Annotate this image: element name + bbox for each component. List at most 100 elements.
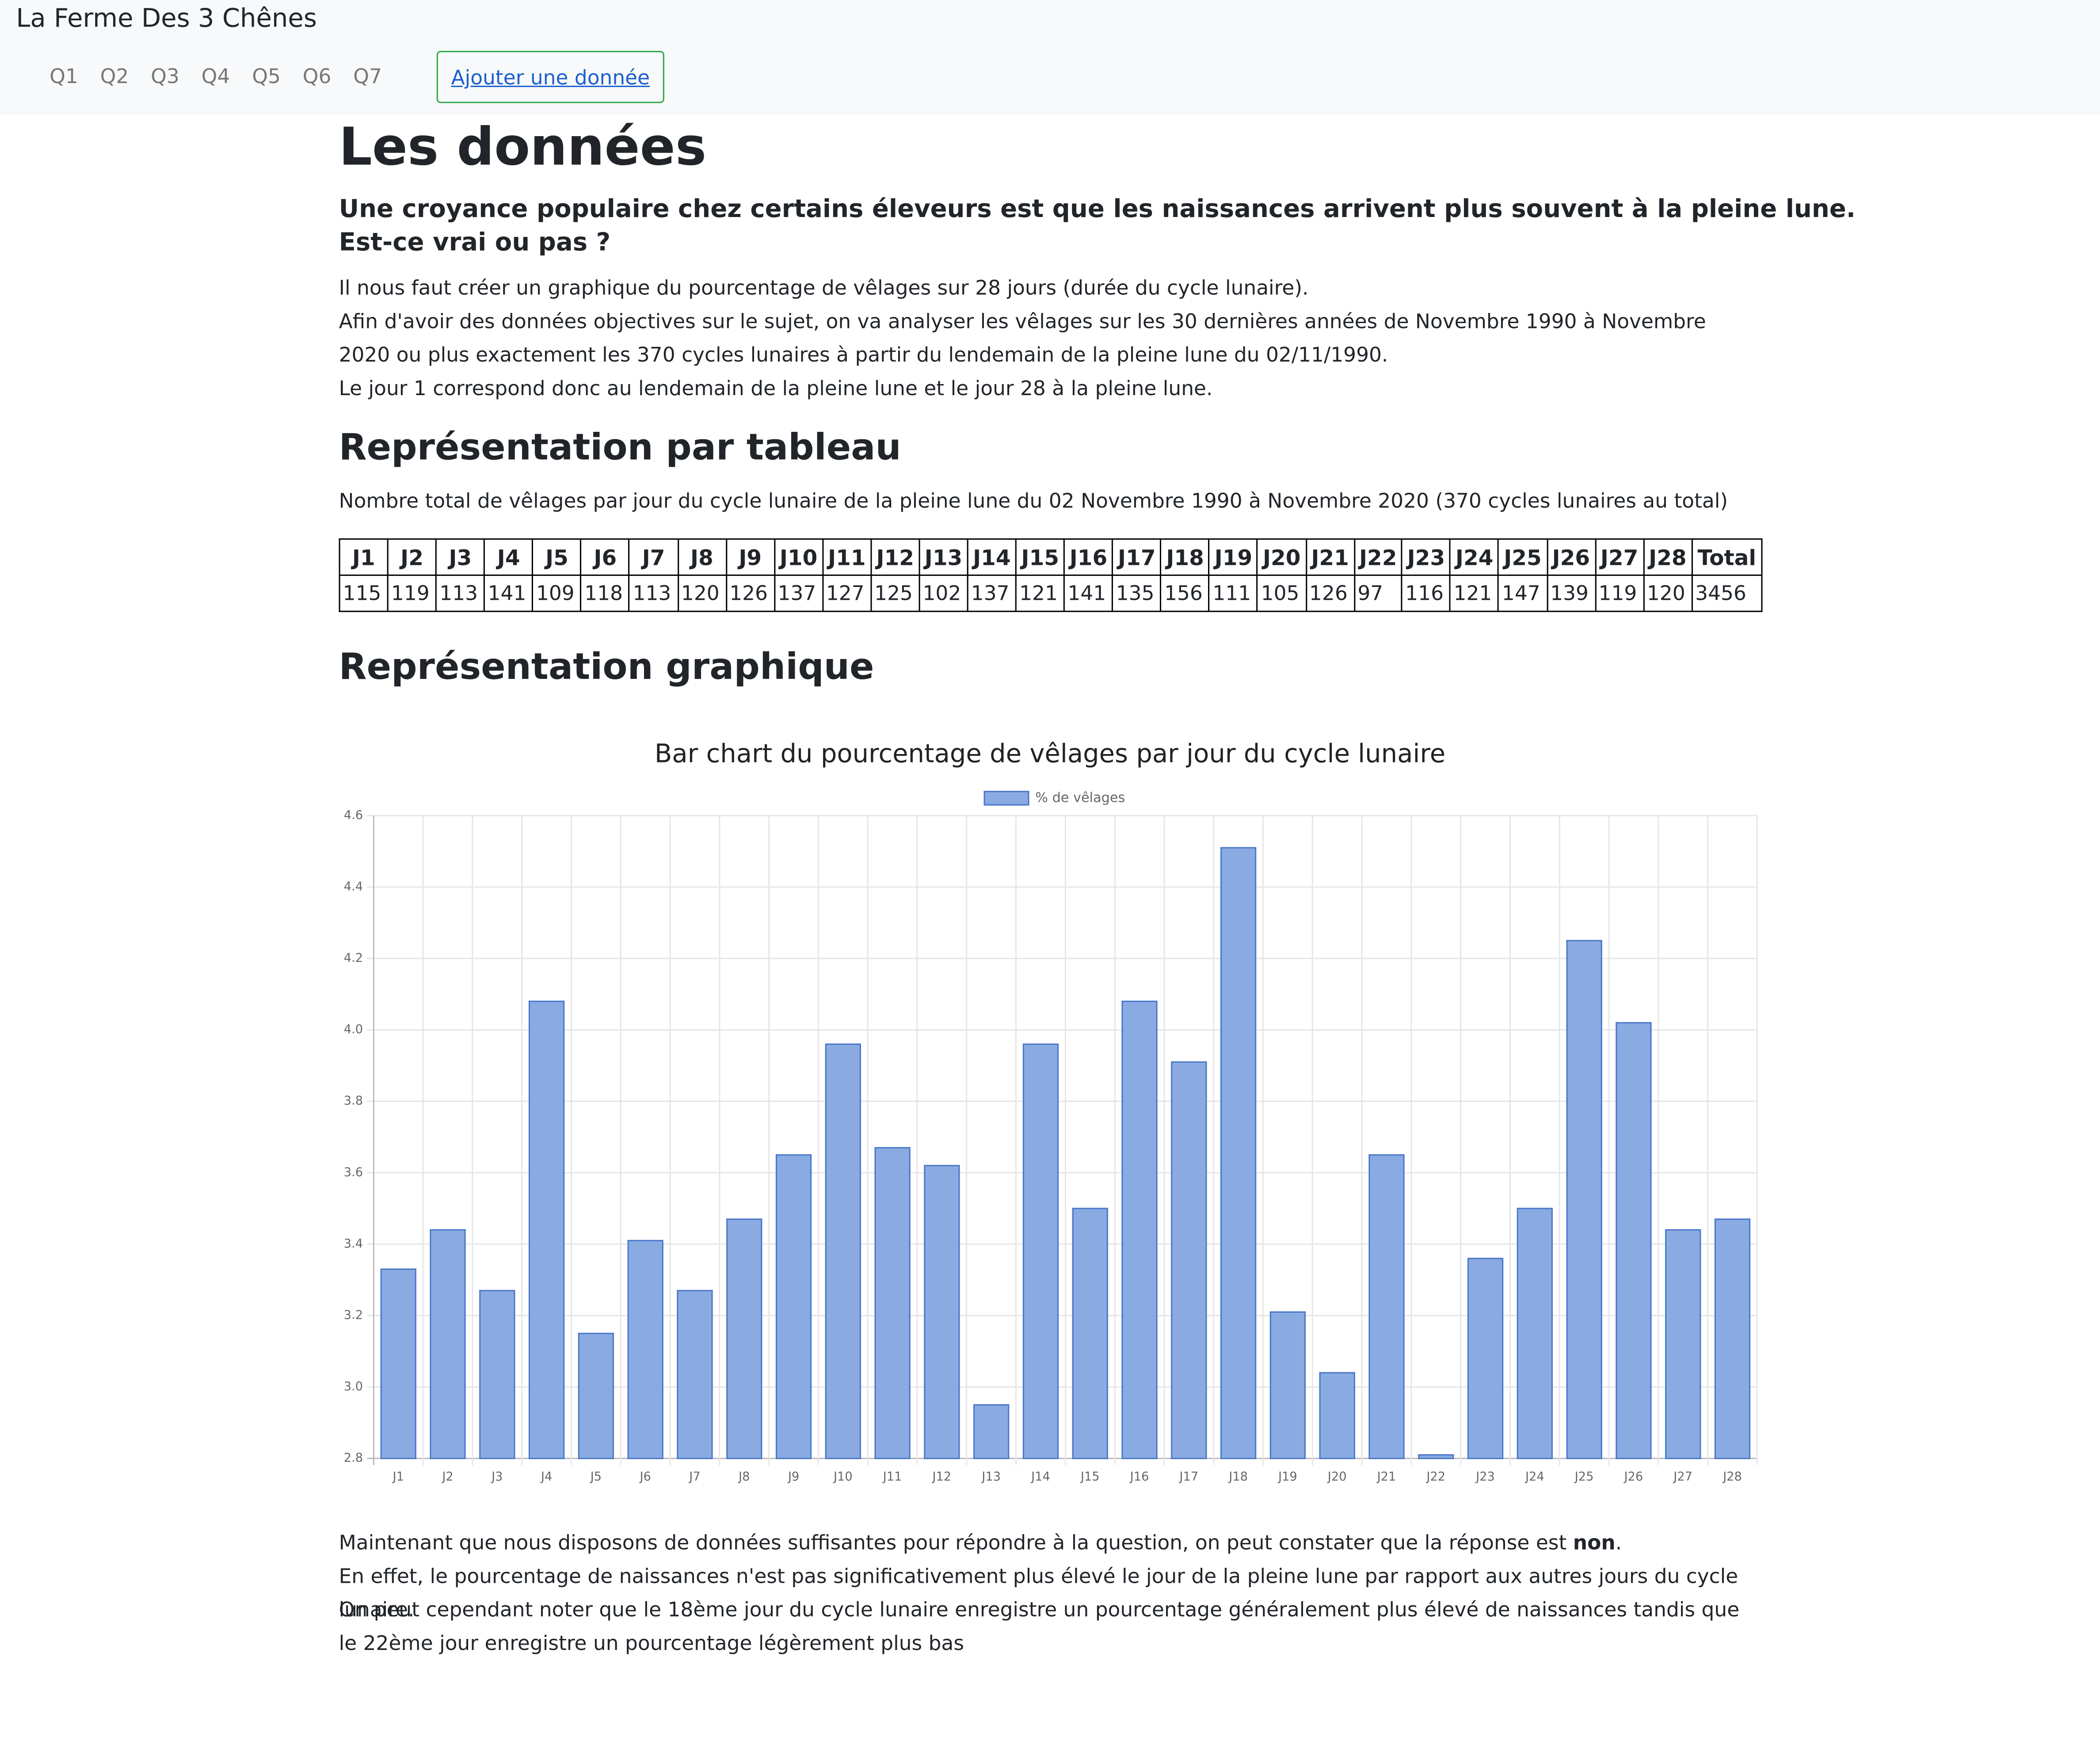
table-cell: 102 [919, 574, 968, 612]
y-tick-label: 4.2 [344, 951, 363, 965]
x-tick-label: J16 [1129, 1470, 1149, 1484]
bar [1121, 1000, 1158, 1459]
nav-link[interactable]: Q6 [302, 64, 332, 88]
paragraph: Maintenant que nous disposons de données… [339, 1527, 1761, 1560]
table-header-cell: J8 [677, 538, 727, 576]
table-cell: 126 [725, 574, 775, 612]
table-cell: 137 [967, 574, 1017, 612]
table-header-cell: J13 [919, 538, 968, 576]
x-tick-label: J14 [1030, 1470, 1050, 1484]
bar [677, 1290, 713, 1459]
x-tick-label: J9 [787, 1470, 799, 1484]
bold-text: non [1573, 1531, 1616, 1555]
table-cell: 137 [774, 574, 823, 612]
table-header-cell: J24 [1449, 538, 1499, 576]
table-header-cell: J27 [1594, 538, 1644, 576]
table-cell: 127 [822, 574, 872, 612]
bar [1665, 1229, 1701, 1459]
x-tick-label: J13 [981, 1470, 1001, 1484]
table-header-cell: J3 [435, 538, 485, 576]
y-tick-label: 3.0 [344, 1380, 363, 1394]
table-header-cell: J17 [1112, 538, 1162, 576]
nav-link[interactable]: Q7 [353, 64, 382, 88]
bar [1269, 1311, 1306, 1459]
header-row: J1 J2 J3 J4 J5 J6 J7 J8 J9 J10 J11 J12 J13 J14 J15 J16 J… [339, 538, 1763, 576]
data-table: J1 J2 J3 J4 J5 J6 J7 J8 J9 J10 J11 J12 J13 J14 J15 J16 J… [339, 538, 1763, 612]
table-cell: 135 [1112, 574, 1162, 612]
nav-link[interactable]: Q4 [201, 64, 230, 88]
x-tick-label: J11 [882, 1470, 902, 1484]
x-tick-label: J28 [1722, 1470, 1742, 1484]
table-cell: 97 [1353, 574, 1403, 612]
nav-link[interactable]: Q2 [100, 64, 129, 88]
table-cell: 126 [1305, 574, 1355, 612]
bar [430, 1229, 466, 1459]
y-tick-label: 2.8 [344, 1451, 363, 1465]
x-tick-label: J23 [1475, 1470, 1495, 1484]
bar [924, 1165, 960, 1459]
x-tick-label: J27 [1673, 1470, 1692, 1484]
table-header-cell: J14 [967, 538, 1017, 576]
bar [1517, 1208, 1553, 1459]
chart: Bar chart du pourcentage de vêlages par … [344, 739, 1758, 1484]
table-header-cell: J23 [1401, 538, 1451, 576]
x-tick-label: J15 [1080, 1470, 1100, 1484]
section-heading: Représentation graphique [339, 647, 874, 689]
table-cell: 115 [339, 574, 389, 612]
table-cell: 118 [580, 574, 630, 612]
x-tick-label: J18 [1228, 1470, 1248, 1484]
text: Maintenant que nous disposons de données… [339, 1531, 1573, 1555]
x-tick-label: J21 [1376, 1470, 1396, 1484]
x-tick-label: J3 [491, 1470, 503, 1484]
x-tick-label: J2 [441, 1470, 453, 1484]
table-header-cell: J1 [339, 538, 389, 576]
x-tick-label: J6 [639, 1470, 651, 1484]
bar [627, 1240, 663, 1459]
x-tick-label: J25 [1574, 1470, 1594, 1484]
table-cell: 3456 [1691, 574, 1763, 612]
chart-title: Bar chart du pourcentage de vêlages par … [655, 739, 1445, 769]
table-header-cell: J2 [387, 538, 437, 576]
table-cell: 121 [1449, 574, 1499, 612]
bar [1418, 1454, 1454, 1459]
navbar [0, 0, 2100, 115]
nav-link[interactable]: Q3 [151, 64, 179, 88]
data-row: 115 119 113 141 109 118 113 120 126 137 127 125 102 1… [339, 574, 1763, 612]
table-cell: 141 [484, 574, 534, 612]
table-cell: 141 [1063, 574, 1113, 612]
legend-label: % de vêlages [1035, 790, 1125, 805]
x-tick-label: J17 [1178, 1470, 1198, 1484]
nav-link[interactable]: Q5 [252, 64, 281, 88]
nav-link[interactable]: Q1 [50, 64, 78, 88]
table-cell: 147 [1498, 574, 1548, 612]
text: . [1615, 1531, 1622, 1555]
table-header-cell: J19 [1208, 538, 1258, 576]
brand[interactable]: La Ferme Des 3 Chênes [16, 4, 317, 34]
table-cell: 125 [870, 574, 920, 612]
bar [1171, 1061, 1207, 1459]
section-heading: Représentation par tableau [339, 427, 901, 469]
bar [1566, 940, 1602, 1459]
add-data-button[interactable]: Ajouter une donnée [436, 51, 664, 103]
bar [1022, 1043, 1059, 1459]
bar [1319, 1372, 1355, 1459]
table-cell: 113 [435, 574, 485, 612]
y-tick-label: 4.4 [344, 880, 363, 893]
x-tick-label: J26 [1624, 1470, 1643, 1484]
y-tick-label: 4.0 [344, 1023, 363, 1036]
table-header-cell: Total [1691, 538, 1763, 576]
y-tick-label: 3.2 [344, 1308, 363, 1322]
y-tick-label: 3.6 [344, 1166, 363, 1179]
bar [775, 1154, 812, 1459]
table-cell: 105 [1257, 574, 1307, 612]
x-tick-label: J12 [932, 1470, 952, 1484]
bar [973, 1404, 1010, 1459]
table-cell: 156 [1160, 574, 1210, 612]
bar [825, 1043, 861, 1459]
bar [874, 1147, 911, 1459]
table-cell: 121 [1015, 574, 1065, 612]
y-tick-label: 4.6 [344, 808, 363, 822]
y-tick-label: 3.8 [344, 1094, 363, 1108]
table-header-cell: J18 [1160, 538, 1210, 576]
